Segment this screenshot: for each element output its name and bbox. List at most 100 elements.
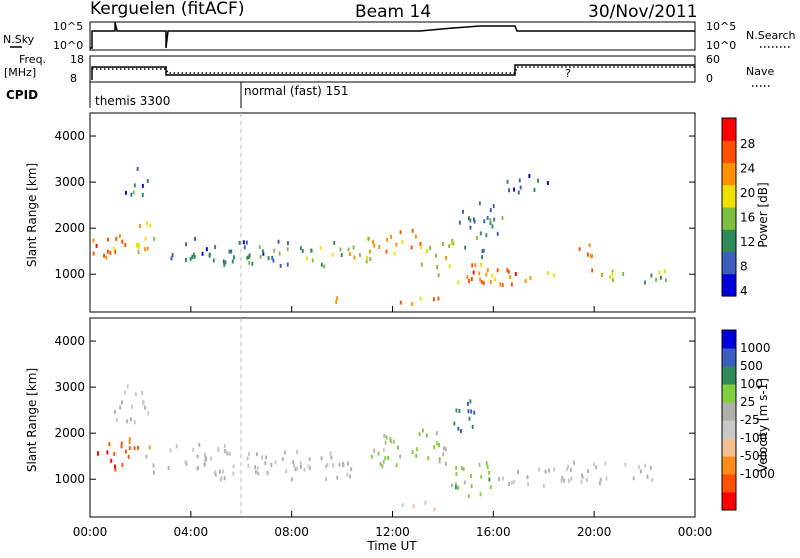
heatmap-cell — [655, 277, 657, 282]
heatmap-cell — [283, 450, 286, 455]
heatmap-cell — [319, 246, 322, 251]
heatmap-cell — [245, 240, 248, 245]
freq-trace — [91, 64, 695, 80]
heatmap-cell — [254, 465, 257, 470]
heatmap-cell — [152, 470, 155, 475]
heatmap-cell — [547, 271, 549, 276]
y-tick-label: 2000 — [54, 426, 85, 440]
heatmap-cell — [528, 174, 531, 178]
heatmap-cell — [422, 428, 424, 433]
colorbar-swatch — [722, 184, 736, 208]
heatmap-cell — [455, 408, 458, 413]
power-panel-frame — [89, 112, 696, 313]
heatmap-cell — [382, 460, 385, 465]
heatmap-cell — [127, 454, 130, 459]
heatmap-cell — [139, 224, 141, 228]
heatmap-cell — [609, 275, 611, 280]
heatmap-cell — [222, 469, 225, 474]
heatmap-cell — [278, 251, 281, 256]
heatmap-cell — [149, 223, 152, 228]
heatmap-cell — [294, 467, 297, 472]
beam-title: Beam 14 — [355, 2, 431, 22]
heatmap-cell — [219, 469, 221, 474]
heatmap-cell — [279, 263, 282, 268]
heatmap-cell — [510, 282, 513, 287]
heatmap-cell — [599, 477, 602, 482]
heatmap-cell — [266, 470, 269, 475]
heatmap-cell — [384, 456, 387, 461]
heatmap-cell — [435, 431, 438, 436]
heatmap-cell — [306, 256, 309, 261]
heatmap-cell — [261, 455, 264, 460]
heatmap-cell — [514, 272, 517, 277]
power-colorbar-label: Power [dB] — [756, 182, 770, 247]
station-title: Kerguelen (fitACF) — [90, 0, 244, 19]
heatmap-cell — [517, 190, 520, 195]
date-title: 30/Nov/2011 — [588, 2, 698, 22]
heatmap-cell — [232, 471, 235, 476]
y-tick-label: 3000 — [54, 380, 85, 394]
heatmap-cell — [292, 460, 295, 465]
colorbar-swatch — [722, 140, 736, 164]
heatmap-cell — [340, 253, 343, 257]
heatmap-cell — [448, 264, 451, 269]
heatmap-cell — [561, 475, 564, 480]
heatmap-cell — [331, 252, 334, 257]
heatmap-cell — [433, 297, 435, 302]
heatmap-cell — [605, 476, 608, 481]
heatmap-cell — [248, 260, 251, 265]
heatmap-cell — [454, 482, 457, 487]
heatmap-cell — [488, 477, 491, 482]
colorbar-swatch — [722, 402, 736, 421]
heatmap-cell — [124, 390, 127, 395]
nsearch-label: N.Search — [746, 29, 796, 42]
heatmap-cell — [420, 262, 423, 267]
heatmap-cell — [203, 462, 206, 467]
colorbar-tick-label: 100 — [740, 377, 763, 391]
heatmap-cell — [377, 451, 380, 456]
nsky-label: N.Sky — [3, 33, 35, 46]
heatmap-cell — [115, 418, 118, 423]
heatmap-cell — [482, 248, 485, 253]
heatmap-cell — [486, 268, 489, 273]
heatmap-cell — [445, 255, 447, 260]
heatmap-cell — [513, 479, 516, 484]
heatmap-cell — [587, 468, 590, 473]
heatmap-cell — [226, 451, 229, 456]
heatmap-cell — [120, 444, 123, 449]
heatmap-cell — [455, 485, 457, 490]
heatmap-cell — [373, 243, 376, 248]
heatmap-cell — [353, 255, 356, 260]
heatmap-cell — [467, 401, 469, 406]
heatmap-cell — [501, 283, 504, 287]
heatmap-cell — [390, 234, 392, 239]
heatmap-cell — [369, 257, 372, 262]
heatmap-cell — [481, 249, 484, 254]
heatmap-cell — [145, 454, 148, 459]
heatmap-cell — [142, 401, 145, 406]
x-tick-label: 00:00 — [73, 525, 108, 539]
heatmap-cell — [476, 236, 478, 240]
heatmap-cell — [438, 459, 441, 464]
heatmap-cell — [473, 219, 476, 224]
heatmap-cell — [124, 449, 127, 454]
heatmap-cell — [255, 470, 257, 475]
heatmap-cell — [478, 201, 481, 206]
heatmap-cell — [320, 456, 323, 461]
heatmap-cell — [347, 247, 350, 252]
heatmap-cell — [448, 244, 451, 249]
heatmap-cell — [411, 228, 414, 233]
heatmap-cell — [373, 448, 376, 453]
heatmap-cell — [296, 449, 298, 454]
heatmap-cell — [433, 445, 436, 450]
heatmap-cell — [286, 247, 289, 252]
heatmap-cell — [595, 465, 598, 470]
heatmap-cell — [486, 215, 489, 220]
heatmap-cell — [612, 278, 614, 283]
heatmap-cell — [481, 255, 483, 260]
heatmap-cell — [455, 472, 458, 476]
heatmap-cell — [232, 464, 235, 469]
nsky-tick-high: 10^5 — [53, 20, 83, 33]
heatmap-cell — [121, 400, 123, 405]
heatmap-cell — [128, 440, 131, 445]
